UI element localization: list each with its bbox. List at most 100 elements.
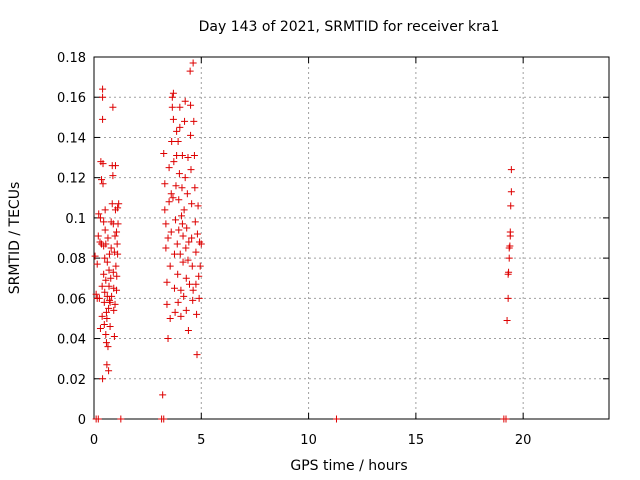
data-point <box>168 103 176 111</box>
data-point <box>193 310 201 318</box>
data-point <box>105 304 113 312</box>
data-point <box>160 415 168 423</box>
data-point <box>98 282 106 290</box>
data-point <box>184 256 192 264</box>
axis-ticks: 0 0.02 0.04 0.06 0.08 0.1 0.12 0.14 0.16 0.18 0 5 10… <box>57 51 609 448</box>
data-point <box>109 172 117 180</box>
data-point <box>168 93 176 101</box>
data-point <box>185 238 193 246</box>
data-point <box>187 131 195 139</box>
data-point <box>190 152 198 160</box>
data-point <box>174 298 182 306</box>
x-tick-label: 20 <box>515 433 532 448</box>
data-point <box>169 115 177 123</box>
data-point <box>332 415 340 423</box>
data-point <box>184 154 192 162</box>
data-point <box>188 200 196 208</box>
data-point <box>176 123 184 131</box>
data-point <box>114 220 122 228</box>
data-point <box>176 103 184 111</box>
data-point <box>506 228 514 236</box>
data-point <box>102 276 110 284</box>
data-point <box>99 160 107 168</box>
data-point <box>507 166 515 174</box>
data-point <box>188 234 196 242</box>
data-point <box>165 198 173 206</box>
data-point <box>161 180 169 188</box>
data-point <box>503 316 511 324</box>
data-point <box>114 250 122 258</box>
data-point <box>104 343 112 351</box>
y-tick-label: 0.04 <box>57 333 86 348</box>
data-point <box>163 278 171 286</box>
data-point <box>180 206 188 214</box>
data-point <box>175 226 183 234</box>
data-point <box>191 184 199 192</box>
y-tick-label: 0.08 <box>57 252 86 267</box>
data-point <box>197 240 205 248</box>
data-point <box>115 200 123 208</box>
data-point <box>181 97 189 105</box>
data-point <box>102 331 110 339</box>
data-point <box>190 117 198 125</box>
data-point <box>507 188 515 196</box>
data-point <box>182 306 190 314</box>
data-point <box>103 361 111 369</box>
data-point <box>161 206 169 214</box>
data-point <box>194 202 202 210</box>
data-point <box>171 308 179 316</box>
data-point <box>109 268 117 276</box>
data-point <box>507 202 515 210</box>
data-point <box>186 67 194 75</box>
x-tick-label: 0 <box>90 433 98 448</box>
data-point <box>189 59 197 67</box>
data-point <box>193 230 201 238</box>
data-point <box>178 220 186 228</box>
data-point <box>110 333 118 341</box>
y-tick-label: 0.14 <box>57 131 86 146</box>
data-point <box>108 200 116 208</box>
data-point <box>183 224 191 232</box>
data-point <box>159 391 167 399</box>
x-tick-label: 5 <box>197 433 205 448</box>
data-point <box>165 164 173 172</box>
data-point <box>114 204 122 212</box>
data-point <box>188 262 196 270</box>
data-point <box>99 85 107 93</box>
data-point <box>174 270 182 278</box>
data-point <box>174 137 182 145</box>
plot-area <box>93 56 610 420</box>
data-points <box>91 59 515 423</box>
data-point <box>505 268 513 276</box>
data-point <box>192 280 200 288</box>
data-point <box>189 286 197 294</box>
data-point <box>169 194 177 202</box>
x-axis-label: GPS time / hours <box>290 458 407 474</box>
data-point <box>164 234 172 242</box>
data-point <box>107 244 115 252</box>
data-point <box>100 218 108 226</box>
data-point <box>117 415 125 423</box>
data-point <box>95 210 103 218</box>
data-point <box>175 170 183 178</box>
data-point <box>176 250 184 258</box>
data-point <box>111 162 119 170</box>
data-point <box>178 152 186 160</box>
data-point <box>178 184 186 192</box>
data-point <box>192 248 200 256</box>
data-point <box>160 150 168 158</box>
data-point <box>162 220 170 228</box>
data-point <box>175 196 183 204</box>
data-point <box>105 296 113 304</box>
data-point <box>189 296 197 304</box>
y-tick-label: 0.16 <box>57 91 86 106</box>
data-point <box>101 206 109 214</box>
data-point <box>180 292 188 300</box>
data-point <box>191 218 199 226</box>
data-point <box>94 415 102 423</box>
data-point <box>162 244 170 252</box>
data-point <box>181 174 189 182</box>
data-point <box>187 101 195 109</box>
data-point <box>93 260 101 268</box>
